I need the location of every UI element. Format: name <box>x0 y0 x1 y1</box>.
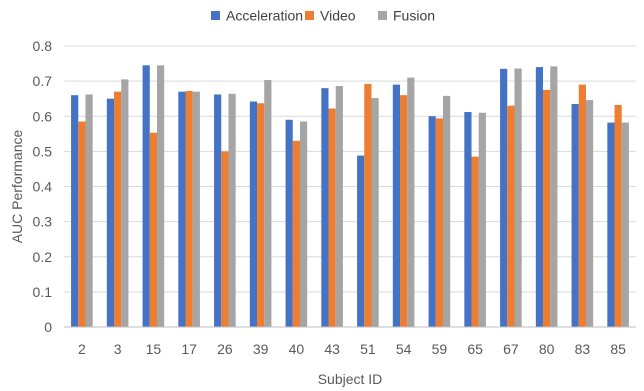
x-tick-label: 65 <box>467 341 483 357</box>
x-tick-label: 40 <box>289 341 305 357</box>
bar-video-67 <box>507 105 515 328</box>
bar-acceleration-80 <box>535 67 544 327</box>
legend-label-video: Video <box>320 8 356 24</box>
legend-swatch-fusion <box>378 11 387 20</box>
bar-video-3 <box>114 91 122 327</box>
y-tick-label: 0.8 <box>33 38 53 54</box>
bar-video-65 <box>471 156 479 327</box>
bar-video-43 <box>328 108 336 328</box>
bar-video-39 <box>257 103 265 327</box>
bar-fusion-85 <box>621 122 629 327</box>
bar-video-80 <box>543 89 551 327</box>
legend-swatch-video <box>305 11 314 20</box>
y-tick-label: 0.6 <box>33 108 53 124</box>
x-tick-label: 85 <box>610 341 626 357</box>
bar-fusion-26 <box>228 93 236 328</box>
y-tick-label: 0.7 <box>33 73 53 89</box>
x-tick-label: 59 <box>432 341 448 357</box>
y-axis-title: AUC Performance <box>9 129 25 243</box>
legend-label-acceleration: Acceleration <box>226 8 303 24</box>
bar-fusion-43 <box>335 86 343 327</box>
bar-video-54 <box>400 95 408 327</box>
bars <box>71 65 629 328</box>
bar-video-15 <box>149 132 157 327</box>
bar-fusion-51 <box>371 97 379 327</box>
x-tick-label: 26 <box>217 341 233 357</box>
bar-acceleration-54 <box>392 84 401 327</box>
bar-video-59 <box>435 118 443 327</box>
bar-fusion-2 <box>85 94 93 327</box>
bar-fusion-67 <box>514 68 522 327</box>
bar-acceleration-40 <box>285 119 293 327</box>
x-tick-label: 80 <box>539 341 555 357</box>
bar-fusion-39 <box>264 80 272 327</box>
bar-fusion-17 <box>192 91 200 327</box>
y-tick-label: 0.3 <box>33 214 53 230</box>
bar-fusion-59 <box>442 95 451 327</box>
bar-fusion-15 <box>156 65 165 327</box>
x-tick-label: 2 <box>78 341 86 357</box>
bar-video-26 <box>221 151 229 327</box>
bar-video-2 <box>78 121 86 327</box>
bar-acceleration-51 <box>357 155 365 327</box>
bar-acceleration-17 <box>178 91 186 327</box>
bar-video-83 <box>578 84 586 327</box>
bar-fusion-3 <box>121 79 129 328</box>
legend: Acceleration Video Fusion <box>211 8 435 24</box>
bar-acceleration-85 <box>607 122 615 327</box>
bar-acceleration-39 <box>249 101 258 327</box>
x-tick-label: 83 <box>575 341 591 357</box>
x-tick-label: 67 <box>503 341 519 357</box>
y-tick-label: 0.4 <box>33 179 53 195</box>
y-tick-label: 0.5 <box>33 143 53 159</box>
bar-fusion-83 <box>585 100 594 327</box>
x-tick-label: 39 <box>253 341 269 357</box>
bar-acceleration-2 <box>71 95 79 327</box>
y-tick-label: 0.2 <box>33 249 53 265</box>
x-axis-tick-labels: 2 3 15 17 26 39 40 43 51 54 59 65 67 80 83 85 <box>78 341 626 357</box>
legend-label-fusion: Fusion <box>393 8 435 24</box>
bar-acceleration-15 <box>142 65 150 327</box>
bar-acceleration-83 <box>571 103 579 327</box>
bar-fusion-54 <box>407 77 415 327</box>
bar-video-51 <box>364 83 372 327</box>
bar-video-40 <box>292 140 300 327</box>
bar-acceleration-67 <box>500 68 508 328</box>
bar-fusion-65 <box>478 112 486 327</box>
y-axis-tick-labels: 0 0.1 0.2 0.3 0.4 0.5 0.6 0.7 0.8 <box>33 38 53 335</box>
bar-acceleration-26 <box>214 94 222 327</box>
x-tick-label: 17 <box>181 341 197 357</box>
x-axis-title: Subject ID <box>318 371 383 387</box>
legend-swatch-acceleration <box>211 11 220 20</box>
bar-fusion-80 <box>550 66 558 327</box>
x-tick-label: 51 <box>360 341 376 357</box>
bar-acceleration-65 <box>464 112 472 327</box>
bar-video-17 <box>185 90 193 328</box>
y-tick-label: 0.1 <box>33 284 53 300</box>
x-tick-label: 15 <box>146 341 162 357</box>
y-tick-label: 0 <box>44 319 52 335</box>
bar-acceleration-59 <box>428 116 436 327</box>
bar-acceleration-3 <box>106 98 115 327</box>
x-tick-label: 3 <box>114 341 122 357</box>
x-tick-label: 43 <box>324 341 340 357</box>
bar-fusion-40 <box>299 121 308 327</box>
x-tick-label: 54 <box>396 341 412 357</box>
bar-acceleration-43 <box>321 88 329 328</box>
bar-video-85 <box>614 105 622 327</box>
